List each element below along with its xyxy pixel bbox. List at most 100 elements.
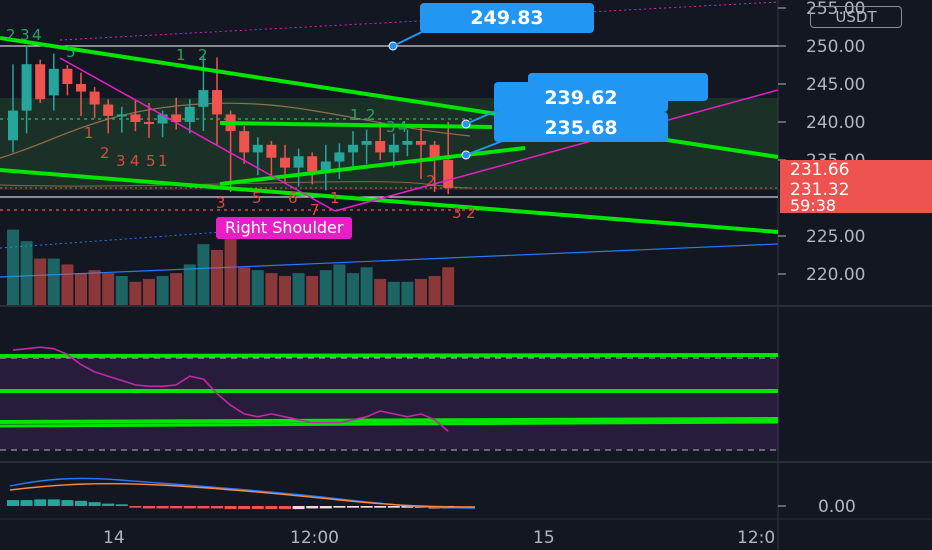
macd-bar: [170, 506, 183, 509]
volume-bar: [251, 270, 264, 305]
volume-bar: [401, 281, 414, 305]
price-tick-label: 225.00: [806, 227, 865, 247]
count-green: 2: [6, 26, 16, 44]
volume-bar: [428, 276, 441, 305]
volume-bar: [61, 264, 74, 305]
macd-bar: [319, 506, 332, 509]
volume-bar: [415, 278, 427, 305]
macd-bar: [102, 503, 115, 506]
volume-bar: [7, 229, 19, 305]
candle[interactable]: [348, 131, 358, 170]
right-shoulder-label[interactable]: Right Shoulder: [216, 217, 353, 239]
count-red: 7: [310, 201, 320, 219]
callout-235[interactable]: 235.68: [494, 112, 668, 142]
volume-bar: [34, 258, 47, 305]
candle[interactable]: [361, 129, 372, 164]
volume-bar: [374, 278, 387, 305]
candle[interactable]: [144, 103, 154, 138]
callout-249[interactable]: 249.83: [420, 3, 594, 33]
candle[interactable]: [48, 53, 59, 111]
macd-zero-label: 0.00: [818, 497, 856, 517]
candle[interactable]: [171, 97, 182, 130]
volume-bar: [238, 267, 251, 305]
macd-bar: [306, 506, 319, 509]
trendline-rising[interactable]: [219, 146, 526, 186]
candle[interactable]: [130, 100, 141, 132]
macd-bar: [20, 500, 33, 506]
time-label-1200: 12:00: [290, 528, 339, 548]
macd-bar: [265, 506, 278, 510]
count-green: 2: [198, 46, 208, 64]
trendline-lower[interactable]: [0, 168, 779, 234]
macd-bar: [156, 506, 169, 509]
rsi-line: [12, 346, 449, 432]
signal-line: [9, 482, 476, 508]
volume-bar: [88, 270, 101, 305]
volume-bar: [20, 241, 33, 305]
count-red: 4: [130, 152, 140, 170]
macd-bar: [34, 499, 47, 506]
count-red: 1: [158, 152, 168, 170]
candle[interactable]: [76, 72, 86, 116]
macd-bar: [7, 500, 19, 506]
volume-bar: [360, 267, 373, 305]
candle[interactable]: [416, 125, 426, 179]
candle[interactable]: [62, 65, 73, 96]
candle[interactable]: [103, 99, 114, 134]
candle[interactable]: [320, 144, 331, 191]
price-tick-label: 255.00: [806, 0, 865, 19]
candle[interactable]: [184, 99, 195, 134]
candle[interactable]: [89, 87, 100, 119]
candle-countdown: 59:38: [780, 198, 932, 214]
trendline-flat-neckline[interactable]: [219, 121, 493, 129]
magenta-line-up: [334, 89, 779, 212]
callout-leader-235: [465, 139, 506, 156]
macd-bar: [75, 500, 87, 506]
count-red: 3: [452, 204, 462, 222]
rsi-green-line-1: [0, 353, 779, 358]
count-green: 3: [386, 118, 396, 136]
macd-bar: [360, 506, 373, 508]
candle[interactable]: [8, 64, 18, 153]
count-green: 2: [366, 106, 376, 124]
candle[interactable]: [375, 122, 386, 160]
count-red: 3: [216, 194, 226, 212]
candle[interactable]: [293, 148, 304, 187]
price-tick-label: 220.00: [806, 265, 865, 285]
volume-bar: [156, 276, 169, 305]
count-red: 1: [84, 124, 94, 142]
count-red: 2: [426, 172, 436, 190]
candle[interactable]: [402, 129, 413, 157]
volume-bar: [129, 281, 142, 305]
time-label-1200-b: 12:0: [737, 528, 775, 548]
macd-bar: [238, 506, 251, 510]
volume-bar: [347, 273, 359, 305]
volume-bar: [319, 270, 332, 305]
candle[interactable]: [239, 125, 250, 164]
candle[interactable]: [307, 152, 318, 185]
candle[interactable]: [21, 46, 32, 134]
volume-bars: [7, 229, 455, 305]
time-axis[interactable]: 14 12:00 15 12:0: [103, 528, 775, 548]
price-axis[interactable]: 255.00250.00245.00240.00235.00225.00220.…: [778, 0, 865, 285]
last-price-badge: 231.66: [780, 160, 932, 180]
currency-badge[interactable]: USDT: [810, 6, 902, 28]
volume-bar: [183, 264, 196, 305]
volume-bar: [387, 281, 400, 305]
count-red: 5: [252, 189, 262, 207]
rsi-green-line-4: [0, 420, 779, 428]
candle[interactable]: [35, 59, 46, 103]
macd-bar: [387, 506, 400, 508]
volume-bar: [102, 273, 115, 305]
count-red: 2: [466, 204, 476, 222]
macd-histogram: [7, 499, 455, 510]
count-green: 1: [350, 106, 360, 124]
callout-239[interactable]: 239.62: [494, 82, 668, 112]
callout-249-text: 249.83: [470, 7, 543, 29]
volume-ma-line: [0, 243, 779, 278]
candle[interactable]: [266, 141, 277, 176]
candle[interactable]: [334, 143, 345, 179]
macd-bar: [292, 506, 305, 510]
candle[interactable]: [116, 106, 127, 133]
